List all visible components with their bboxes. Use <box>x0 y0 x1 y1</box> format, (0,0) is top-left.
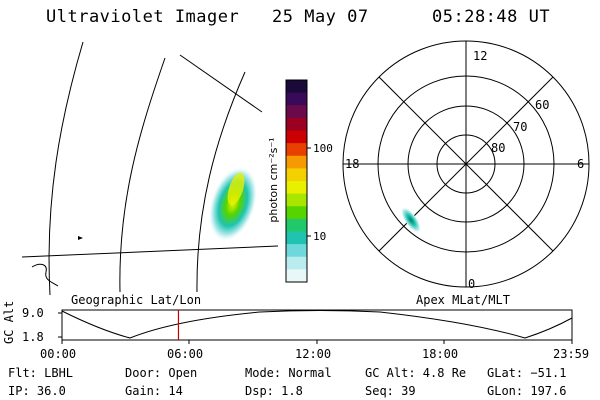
colorbar-frame <box>285 79 308 283</box>
glat-value: GLat: −51.1 <box>487 366 567 380</box>
gc-alt-value: GC Alt: 4.8 Re <box>365 366 467 380</box>
meridian-line <box>119 57 166 293</box>
colorbar-segment <box>286 117 307 132</box>
altitude-xtick-0600: 06:00 <box>167 347 204 361</box>
time-label: 05:28:48 UT <box>432 7 551 27</box>
dsp-value: Dsp: 1.8 <box>245 384 303 398</box>
colorbar-unit-label: photon cm⁻²s⁻¹ <box>267 137 280 222</box>
instrument-title: Ultraviolet Imager <box>46 7 240 27</box>
colorbar-segment <box>286 206 307 220</box>
mode-value: Mode: Normal <box>245 366 332 380</box>
colorbar-segment <box>286 105 307 119</box>
colorbar-segment <box>286 218 307 233</box>
altitude-ytick-high: 9.0 <box>22 306 44 320</box>
polar-panel-label: Apex MLat/MLT <box>416 293 510 307</box>
mlt-label-12: 12 <box>473 49 487 63</box>
seq-value: Seq: 39 <box>365 384 416 398</box>
colorbar-segment <box>286 92 307 106</box>
mlt-label-0: 0 <box>468 277 475 291</box>
door-status: Door: Open <box>125 366 198 380</box>
colorbar-segment <box>286 181 307 195</box>
gain-value: Gain: 14 <box>125 384 183 398</box>
colorbar-segment <box>286 231 307 245</box>
colorbar-segment <box>286 168 307 182</box>
geographic-map <box>21 41 279 296</box>
colorbar-segment <box>286 80 307 94</box>
colorbar-segment <box>286 155 307 169</box>
colorbar-tick-10: 10 <box>313 230 326 243</box>
colorbar-segment <box>286 130 307 144</box>
altitude-xtick-1200: 12:00 <box>295 347 332 361</box>
ip-value: IP: 36.0 <box>8 384 66 398</box>
meridian-line <box>196 71 246 293</box>
colorbar-segment <box>286 269 307 283</box>
date-label: 25 May 07 <box>272 7 369 27</box>
polar-plot <box>342 40 590 288</box>
aurora-peak-geo <box>227 172 245 206</box>
mlat-label-60: 60 <box>535 98 549 112</box>
colorbar-segment <box>286 143 307 157</box>
colorbar-segment <box>286 244 307 258</box>
altitude-xtick-0000: 00:00 <box>40 347 77 361</box>
mlt-label-18: 18 <box>345 157 359 171</box>
aurora-emission-polar <box>401 207 421 233</box>
colorbar-segment <box>286 193 307 207</box>
geo-panel-label: Geographic Lat/Lon <box>71 293 202 307</box>
colorbar-segment <box>286 256 307 270</box>
altitude-xticks <box>61 340 573 344</box>
mlat-label-80: 80 <box>491 141 505 155</box>
altitude-xtick-1800: 18:00 <box>422 347 459 361</box>
mlt-label-6: 6 <box>577 157 584 171</box>
coastline <box>31 263 59 287</box>
colorbar <box>286 80 307 283</box>
altitude-curve <box>61 310 573 339</box>
altitude-yticks <box>58 312 62 338</box>
latitude-line <box>21 245 279 258</box>
mlat-label-70: 70 <box>513 120 527 134</box>
meridian-line <box>48 41 84 296</box>
altitude-ylabel: GC Alt <box>2 300 16 344</box>
colorbar-tick-100: 100 <box>313 142 333 155</box>
altitude-plot-frame <box>61 309 573 341</box>
altitude-ytick-low: 1.8 <box>22 330 44 344</box>
glon-value: GLon: 197.6 <box>487 384 567 398</box>
marker-arrow-icon <box>78 236 83 240</box>
latitude-line <box>179 54 263 113</box>
filter-value: Flt: LBHL <box>8 366 74 380</box>
altitude-xtick-2359: 23:59 <box>553 347 590 361</box>
